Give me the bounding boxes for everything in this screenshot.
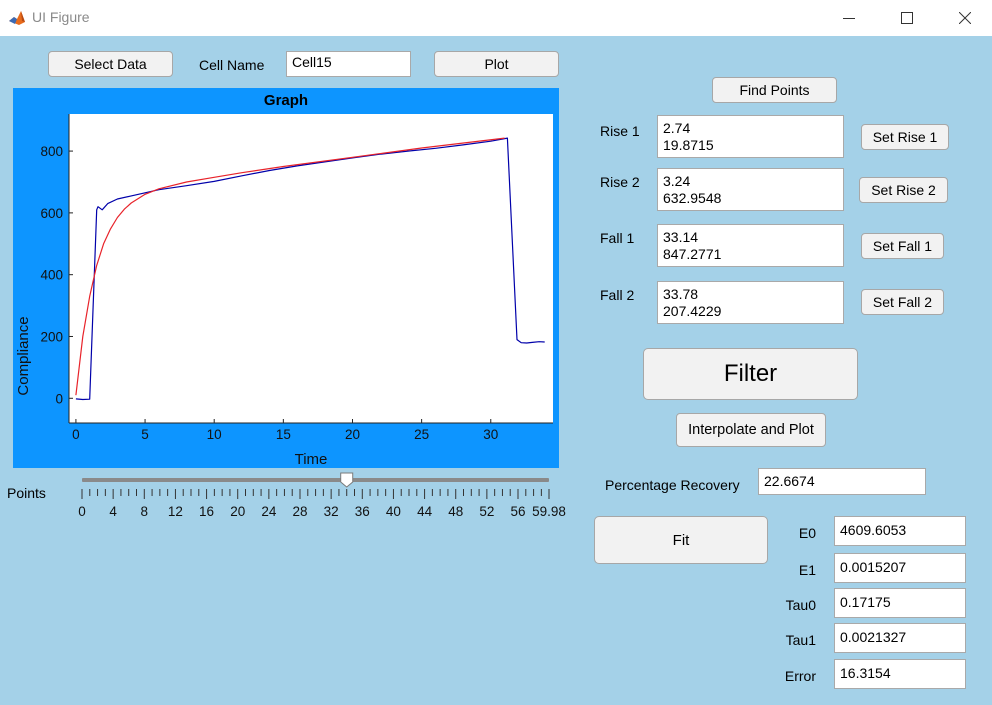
x-tick-label: 25 xyxy=(414,427,429,442)
tau1-label: Tau1 xyxy=(785,632,816,648)
slider-tick-label: 48 xyxy=(448,504,463,519)
title-bar: UI Figure xyxy=(0,0,992,36)
tau1-field[interactable]: 0.0021327 xyxy=(834,623,966,653)
slider-tick-label: 8 xyxy=(141,504,149,519)
minimize-icon xyxy=(843,18,855,19)
interpolate-and-plot-button[interactable]: Interpolate and Plot xyxy=(676,413,826,447)
graph-title: Graph xyxy=(263,92,309,109)
e1-field[interactable]: 0.0015207 xyxy=(834,553,966,583)
fit-button[interactable]: Fit xyxy=(594,516,768,564)
slider-tick-label: 44 xyxy=(417,504,433,519)
slider-tick-label: 56 xyxy=(510,504,525,519)
filter-button[interactable]: Filter xyxy=(643,348,858,400)
x-tick-label: 10 xyxy=(207,427,222,442)
cell-name-label: Cell Name xyxy=(199,57,265,73)
rise-2-field[interactable]: 3.24 632.9548 xyxy=(657,168,844,211)
fall-1-field[interactable]: 33.14 847.2771 xyxy=(657,224,844,267)
maximize-icon xyxy=(901,12,913,24)
e0-label: E0 xyxy=(798,525,816,541)
minimize-button[interactable] xyxy=(826,0,872,36)
set-fall-2-button[interactable]: Set Fall 2 xyxy=(861,289,944,315)
slider-thumb xyxy=(340,472,354,488)
set-fall-1-button[interactable]: Set Fall 1 xyxy=(861,233,944,259)
x-tick-label: 20 xyxy=(345,427,360,442)
fall-1-label: Fall 1 xyxy=(600,230,635,246)
series-line-1 xyxy=(75,137,545,401)
x-tick-label: 5 xyxy=(141,427,149,442)
percentage-recovery-label: Percentage Recovery xyxy=(605,477,740,493)
rise-1-label: Rise 1 xyxy=(600,123,640,139)
series-line-2 xyxy=(75,137,505,396)
x-tick-label: 0 xyxy=(72,427,80,442)
y-tick-label: 200 xyxy=(40,329,63,344)
tau0-label: Tau0 xyxy=(785,597,816,613)
plot-button[interactable]: Plot xyxy=(434,51,559,77)
slider-tick-label: 12 xyxy=(168,504,183,519)
x-axis-label: Time xyxy=(295,451,328,468)
rise-1-field[interactable]: 2.74 19.8715 xyxy=(657,115,844,158)
percentage-recovery-field[interactable]: 22.6674 xyxy=(758,468,926,495)
slider-tick-label: 40 xyxy=(386,504,401,519)
slider-tick-label: 24 xyxy=(261,504,277,519)
y-tick-label: 800 xyxy=(40,144,63,159)
graph-panel: Graph 0 5 10 15 20 25 30 0 200 400 600 800 Time Com… xyxy=(13,88,559,468)
y-tick-label: 400 xyxy=(40,268,63,283)
y-tick-label: 600 xyxy=(40,206,63,221)
set-rise-2-button[interactable]: Set Rise 2 xyxy=(859,177,948,203)
fall-2-label: Fall 2 xyxy=(600,287,635,303)
slider-tick-label: 28 xyxy=(292,504,307,519)
slider-tick-label: 36 xyxy=(355,504,370,519)
slider-tick-label: 59.98 xyxy=(532,504,566,519)
slider-tick-label: 32 xyxy=(324,504,339,519)
x-tick-label: 30 xyxy=(483,427,498,442)
slider-tick-label: 16 xyxy=(199,504,214,519)
maximize-button[interactable] xyxy=(884,0,930,36)
rise-2-label: Rise 2 xyxy=(600,174,640,190)
e1-label: E1 xyxy=(798,562,816,578)
y-axis-label: Compliance xyxy=(15,316,32,395)
tau0-field[interactable]: 0.17175 xyxy=(834,588,966,618)
close-button[interactable] xyxy=(942,0,988,36)
fall-2-field[interactable]: 33.78 207.4229 xyxy=(657,281,844,324)
slider-tick-label: 52 xyxy=(479,504,494,519)
error-label: Error xyxy=(784,668,816,684)
slider-tick-label: 4 xyxy=(109,504,117,519)
points-label: Points xyxy=(7,485,46,501)
find-points-button[interactable]: Find Points xyxy=(712,77,837,103)
error-field[interactable]: 16.3154 xyxy=(834,659,966,689)
slider-tick-label: 20 xyxy=(230,504,245,519)
plot-area xyxy=(69,114,553,423)
x-tick-label: 15 xyxy=(276,427,291,442)
set-rise-1-button[interactable]: Set Rise 1 xyxy=(861,124,949,150)
matlab-icon xyxy=(8,9,26,27)
close-icon xyxy=(959,12,971,24)
cell-name-field[interactable]: Cell15 xyxy=(286,51,411,77)
slider-tick-label: 0 xyxy=(78,504,86,519)
select-data-button[interactable]: Select Data xyxy=(48,51,173,77)
graph-chart[interactable]: 0 5 10 15 20 25 30 0 200 400 600 800 Time Complianc… xyxy=(13,88,559,468)
window-title: UI Figure xyxy=(32,9,90,25)
e0-field[interactable]: 4609.6053 xyxy=(834,516,966,546)
y-tick-label: 0 xyxy=(55,391,63,406)
slider-track xyxy=(82,478,549,482)
points-slider[interactable]: 0 4 8 12 16 20 24 28 32 36 40 44 48 52 56 59.98 xyxy=(60,470,580,520)
